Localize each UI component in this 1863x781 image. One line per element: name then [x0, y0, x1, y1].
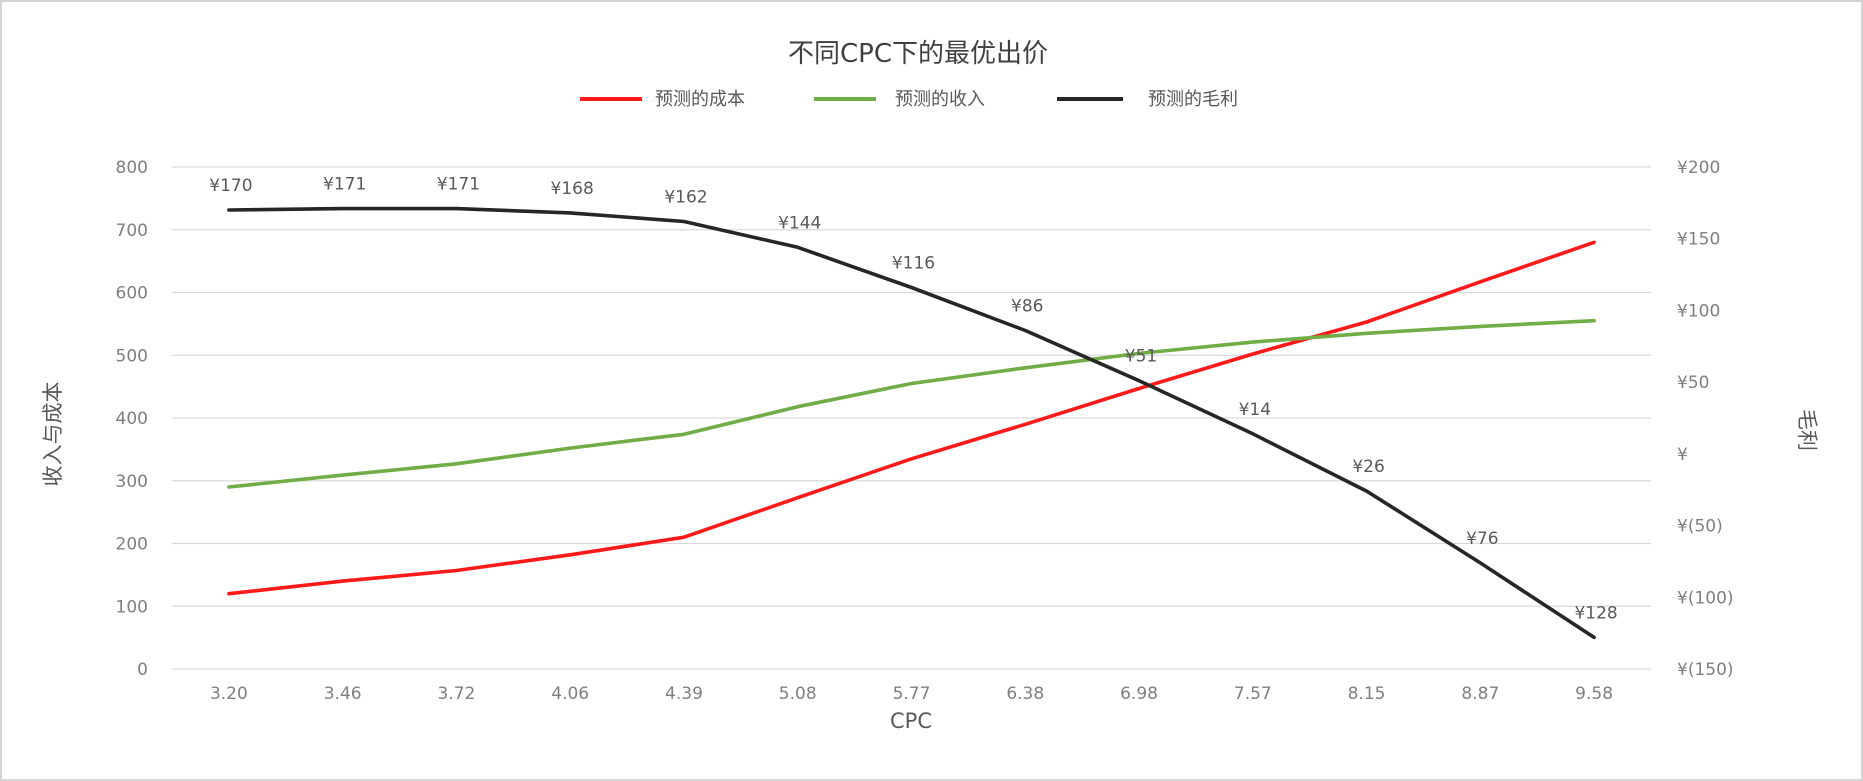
- y-tick-label: 700: [116, 221, 148, 241]
- legend-label-revenue: 预测的收入: [895, 89, 985, 110]
- data-label: ¥116: [892, 253, 935, 273]
- x-tick-label: 4.39: [665, 684, 703, 704]
- x-tick-label: 9.58: [1575, 684, 1613, 704]
- legend: 预测的成本 预测的收入 预测的毛利: [580, 89, 1238, 110]
- data-label: ¥128: [1574, 603, 1617, 623]
- x-tick-label: 4.06: [551, 684, 589, 704]
- y-tick-label: 600: [116, 284, 148, 304]
- x-tick-label: 8.15: [1348, 684, 1386, 704]
- y-tick-label: 300: [116, 472, 148, 492]
- legend-item-profit: 预测的毛利: [1057, 89, 1238, 110]
- legend-item-revenue: 预测的收入: [814, 89, 985, 110]
- y-tick-label: 800: [116, 158, 148, 178]
- y2-tick-label: ¥150: [1677, 230, 1720, 250]
- x-tick-label: 7.57: [1234, 684, 1272, 704]
- data-label: ¥171: [323, 175, 366, 195]
- y-axis-title: 收入与成本: [41, 382, 65, 487]
- x-tick-label: 3.46: [324, 684, 362, 704]
- data-label: ¥170: [209, 176, 252, 196]
- x-tick-label: 5.77: [893, 684, 931, 704]
- data-label: ¥51: [1125, 347, 1157, 367]
- data-label: ¥86: [1011, 297, 1043, 317]
- axes: 0 100 200 300 400 500 600 700 800 ¥200 ¥150 ¥100 ¥50…: [116, 158, 1734, 704]
- legend-label-cost: 预测的成本: [655, 89, 745, 110]
- y2-tick-label: ¥50: [1677, 373, 1709, 393]
- data-labels: ¥170 ¥171 ¥171 ¥168 ¥162 ¥144 ¥116 ¥86 ¥51 ¥14 ¥26…: [209, 175, 1617, 624]
- x-tick-label: 3.72: [437, 684, 475, 704]
- legend-item-cost: 预测的成本: [580, 89, 745, 110]
- data-label: ¥162: [664, 188, 707, 208]
- y-tick-label: 100: [116, 597, 148, 617]
- data-label: ¥171: [437, 175, 480, 195]
- x-tick-label: 6.38: [1006, 684, 1044, 704]
- data-label: ¥14: [1239, 400, 1271, 420]
- legend-label-profit: 预测的毛利: [1148, 89, 1238, 110]
- series-line-revenue: [227, 318, 1596, 489]
- series-line-cost: [227, 240, 1596, 596]
- y2-tick-label: ¥100: [1677, 301, 1720, 321]
- y2-tick-label: ¥(100): [1677, 588, 1734, 608]
- x-axis-title: CPC: [890, 709, 932, 733]
- x-tick-label: 8.87: [1461, 684, 1499, 704]
- data-label: ¥168: [551, 179, 594, 199]
- y2-tick-label: ¥(50): [1677, 517, 1723, 537]
- y-tick-label: 0: [137, 660, 148, 680]
- y2-axis-title: 毛利: [1795, 409, 1819, 451]
- y-tick-label: 400: [116, 409, 148, 429]
- x-tick-label: 5.08: [779, 684, 817, 704]
- y2-tick-label: ¥(150): [1677, 660, 1734, 680]
- y2-tick-label: ¥200: [1677, 158, 1720, 178]
- data-label: ¥26: [1352, 457, 1384, 477]
- x-tick-label: 6.98: [1120, 684, 1158, 704]
- gridlines: [172, 166, 1651, 670]
- y2-tick-label: ¥: [1677, 445, 1688, 465]
- x-tick-label: 3.20: [210, 684, 248, 704]
- series-line-profit: [227, 206, 1596, 640]
- y-tick-label: 500: [116, 346, 148, 366]
- chart-title: 不同CPC下的最优出价: [788, 39, 1048, 69]
- series-lines: [227, 206, 1596, 640]
- data-label: ¥144: [778, 213, 821, 233]
- data-label: ¥76: [1466, 529, 1498, 549]
- y-tick-label: 200: [116, 535, 148, 555]
